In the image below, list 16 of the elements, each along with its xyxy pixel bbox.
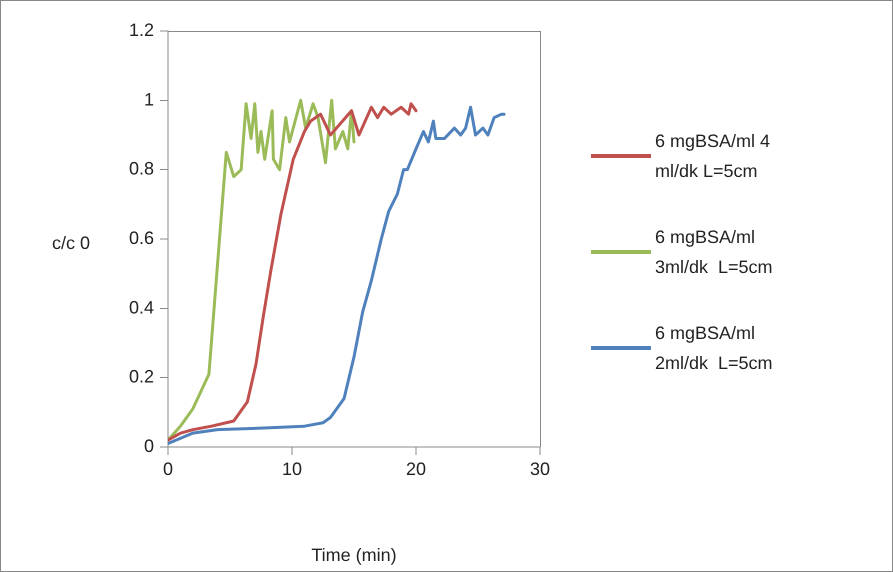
y-tick-label: 0.8 xyxy=(128,158,154,179)
y-tick-label: 1 xyxy=(144,89,154,110)
y-tick-label: 0.6 xyxy=(128,228,154,248)
legend-label: 6 mgBSA/ml 2ml/dk L=5cm xyxy=(655,322,774,375)
x-tick-label: 20 xyxy=(406,458,426,479)
y-tick-label: 0 xyxy=(144,436,154,456)
x-axis-title: Time (min) xyxy=(311,545,397,566)
legend-label: 6 mgBSA/ml 4 ml/dk L=5cm xyxy=(655,130,772,183)
legend-label: 6 mgBSA/ml 3ml/dk L=5cm xyxy=(655,226,774,279)
x-tick-label: 30 xyxy=(530,458,550,479)
x-tick-label: 0 xyxy=(162,458,174,479)
y-tick-label: 1.2 xyxy=(128,20,154,40)
y-tick-label: 0.4 xyxy=(128,297,154,318)
y-axis-title: c/c 0 xyxy=(52,232,90,253)
y-tick-label: 0.2 xyxy=(128,366,154,387)
x-tick-label: 10 xyxy=(282,458,302,479)
